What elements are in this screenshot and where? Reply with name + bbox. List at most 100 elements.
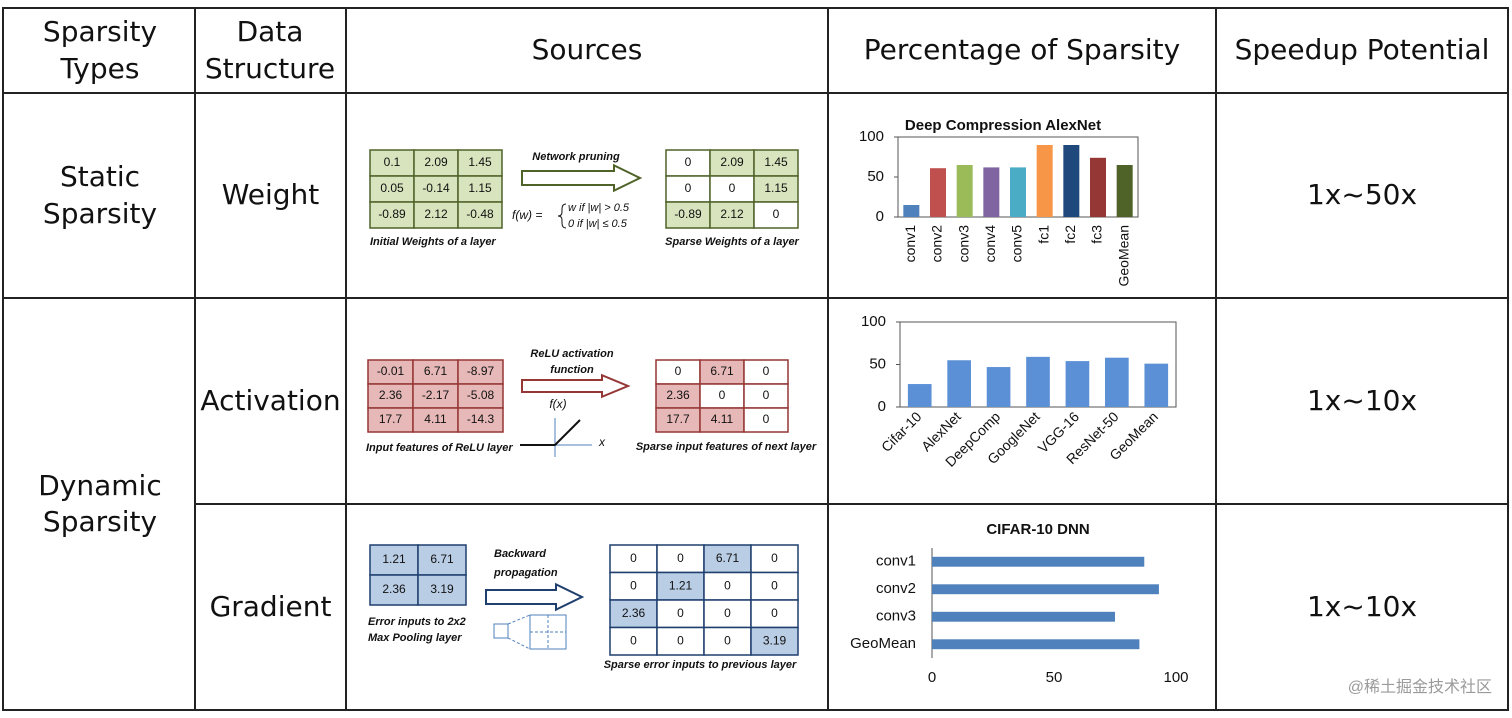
bar — [1026, 356, 1050, 407]
bar — [983, 167, 1000, 217]
bar — [1036, 145, 1053, 217]
matrix-value: 1.21 — [382, 552, 406, 566]
table-grid — [2, 7, 1509, 711]
matrix-value: 0 — [724, 606, 731, 620]
matrix-cell — [655, 407, 701, 433]
matrix-value: 1.21 — [669, 578, 693, 592]
relu-curve — [520, 419, 581, 446]
matrix-value: 0 — [729, 181, 736, 195]
matrix-cell — [609, 571, 658, 601]
matrix-cell — [369, 544, 419, 576]
matrix-value: 0 — [675, 364, 682, 378]
formula: f(w) = — [512, 208, 542, 222]
bar — [1063, 145, 1080, 217]
matrix-value: 0 — [724, 578, 731, 592]
caption: Sparse input features of next layer — [636, 441, 817, 453]
y-tick-label: 0 — [878, 398, 886, 415]
caption: Initial Weights of a layer — [370, 236, 496, 248]
matrix-value: 2.36 — [379, 388, 403, 402]
bar — [932, 639, 1140, 650]
matrix-cell — [750, 626, 799, 656]
matrix-value: 0 — [685, 155, 692, 169]
caption: Error inputs to 2x2 — [368, 616, 466, 628]
matrix-value: -0.48 — [466, 207, 494, 221]
header: Speedup Potential — [1234, 33, 1490, 67]
matrix-value: 0 — [763, 412, 770, 426]
matrix-value: -0.14 — [422, 181, 450, 195]
matrix-value: 0 — [719, 388, 726, 402]
sparsity-type: Static Sparsity — [42, 160, 158, 230]
y-tick-label: 100 — [859, 128, 884, 145]
speedup: 1x~10x — [1306, 383, 1418, 417]
arrow — [485, 582, 585, 612]
matrix-cell — [743, 359, 789, 385]
brace — [557, 203, 567, 229]
bar — [932, 584, 1159, 595]
header: Sources — [531, 33, 643, 67]
matrix-value: 0 — [685, 181, 692, 195]
bar — [1090, 157, 1106, 217]
matrix-cell — [412, 383, 459, 409]
matrix-value: 2.36 — [382, 582, 406, 596]
y-tick-label: 50 — [867, 168, 884, 185]
matrix-cell — [743, 383, 789, 409]
pool-icon — [493, 623, 509, 639]
bar — [1065, 361, 1090, 407]
matrix-value: -14.3 — [467, 412, 495, 426]
matrix-cell — [699, 407, 745, 433]
caption: Backward — [494, 548, 546, 560]
matrix-value: 1.45 — [468, 155, 492, 169]
y-tick-label: conv1 — [876, 553, 916, 570]
matrix-value: 4.11 — [424, 412, 447, 426]
matrix-cell — [457, 407, 504, 433]
matrix-value: 2.12 — [720, 207, 744, 221]
matrix-value: 2.12 — [424, 207, 448, 221]
bar — [932, 556, 1145, 567]
bar — [903, 205, 920, 217]
caption: Sparse error inputs to previous layer — [604, 659, 797, 671]
matrix-cell — [413, 201, 459, 229]
axis-label: x — [598, 435, 606, 449]
matrix-cell — [457, 383, 504, 409]
x-tick-label: 0 — [928, 669, 936, 686]
matrix-value: 2.09 — [720, 155, 744, 169]
matrix-value: 1.15 — [468, 181, 492, 195]
matrix-value: 0 — [677, 551, 684, 565]
matrix-cell — [369, 201, 415, 229]
matrix-cell — [753, 201, 799, 229]
matrix-value: 0 — [763, 388, 770, 402]
header: Percentage of Sparsity — [863, 33, 1181, 67]
x-tick-label: conv5 — [1009, 225, 1025, 263]
data-structure: Gradient — [209, 589, 332, 623]
matrix-value: 6.71 — [424, 364, 448, 378]
bar — [956, 165, 973, 217]
x-tick-label: conv4 — [982, 225, 998, 263]
caption: Network pruning — [532, 151, 620, 163]
matrix-value: 2.36 — [666, 388, 690, 402]
caption: Sparse Weights of a layer — [665, 236, 799, 248]
x-tick-label: conv2 — [929, 225, 945, 263]
x-tick-label: 50 — [1046, 669, 1063, 686]
matrix-cell — [457, 175, 503, 203]
matrix-value: 2.36 — [622, 606, 646, 620]
matrix-cell — [417, 574, 467, 606]
matrix-value: 0 — [677, 606, 684, 620]
bar — [907, 384, 932, 407]
formula: 0 if |w| ≤ 0.5 — [568, 218, 628, 230]
matrix-value: 0 — [630, 633, 637, 647]
bar — [986, 367, 1011, 407]
caption: function — [550, 364, 594, 376]
header: Sparsity Types — [42, 15, 158, 85]
matrix-value: -5.08 — [467, 388, 495, 402]
matrix-cell — [412, 407, 459, 433]
matrix-value: 1.45 — [764, 155, 788, 169]
caption: Input features of ReLU layer — [366, 442, 513, 454]
caption: propagation — [493, 567, 558, 579]
sparsity-type: Dynamic Sparsity — [38, 468, 162, 538]
matrix-value: 0 — [630, 551, 637, 565]
matrix-cell — [753, 149, 799, 177]
matrix-cell — [413, 149, 459, 177]
matrix-value: 0 — [677, 633, 684, 647]
matrix-cell — [703, 626, 752, 656]
matrix-value: 1.15 — [764, 181, 788, 195]
